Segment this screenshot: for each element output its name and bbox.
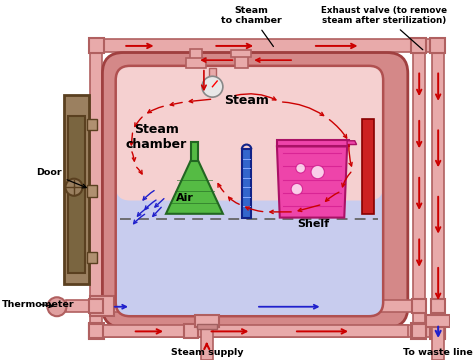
- Bar: [411, 38, 426, 53]
- Bar: [64, 95, 89, 284]
- Bar: [430, 324, 445, 338]
- Bar: [426, 315, 449, 327]
- Bar: [430, 299, 445, 313]
- Text: Air: Air: [176, 193, 194, 202]
- Polygon shape: [347, 141, 356, 145]
- Bar: [90, 296, 114, 316]
- Bar: [411, 323, 426, 339]
- FancyBboxPatch shape: [116, 66, 383, 201]
- Bar: [430, 323, 445, 339]
- Bar: [209, 68, 216, 87]
- Bar: [195, 315, 219, 327]
- Text: Steam: Steam: [224, 94, 269, 107]
- Bar: [190, 49, 202, 66]
- Circle shape: [296, 163, 305, 173]
- FancyBboxPatch shape: [116, 182, 383, 316]
- Bar: [431, 325, 444, 360]
- Bar: [89, 324, 103, 338]
- Bar: [89, 38, 104, 53]
- Bar: [87, 119, 97, 130]
- Bar: [87, 252, 97, 263]
- Bar: [90, 300, 425, 312]
- Bar: [431, 39, 444, 337]
- Bar: [235, 54, 247, 68]
- Circle shape: [311, 165, 324, 179]
- Circle shape: [65, 179, 82, 196]
- Bar: [66, 300, 104, 312]
- Polygon shape: [166, 161, 223, 214]
- Bar: [191, 142, 198, 161]
- Bar: [102, 325, 408, 337]
- Bar: [186, 58, 206, 68]
- Text: Shelf: Shelf: [297, 219, 329, 229]
- Bar: [277, 140, 349, 146]
- Bar: [411, 324, 426, 338]
- Text: Steam
chamber: Steam chamber: [126, 123, 187, 151]
- Bar: [412, 39, 425, 337]
- Bar: [89, 323, 104, 339]
- Text: Thermometer: Thermometer: [2, 300, 74, 309]
- Bar: [412, 39, 444, 52]
- Bar: [89, 299, 103, 313]
- Bar: [87, 185, 97, 197]
- Bar: [90, 39, 425, 52]
- Bar: [68, 116, 85, 273]
- Bar: [411, 299, 426, 313]
- Text: Door: Door: [36, 168, 86, 188]
- FancyBboxPatch shape: [102, 52, 408, 328]
- Polygon shape: [277, 146, 347, 218]
- Text: To waste line: To waste line: [403, 348, 473, 357]
- Text: Exhaust valve (to remove
steam after sterilization): Exhaust valve (to remove steam after ste…: [321, 6, 447, 50]
- Circle shape: [291, 183, 302, 195]
- Bar: [231, 50, 251, 57]
- Circle shape: [47, 297, 66, 316]
- Circle shape: [202, 76, 223, 97]
- Text: Steam supply: Steam supply: [171, 348, 243, 357]
- Text: Steam
to chamber: Steam to chamber: [221, 6, 282, 47]
- Bar: [90, 39, 102, 337]
- Bar: [430, 38, 445, 53]
- Bar: [242, 149, 251, 218]
- Bar: [184, 324, 198, 338]
- Bar: [90, 325, 444, 337]
- Bar: [362, 119, 374, 214]
- Bar: [197, 324, 217, 329]
- Bar: [201, 325, 213, 360]
